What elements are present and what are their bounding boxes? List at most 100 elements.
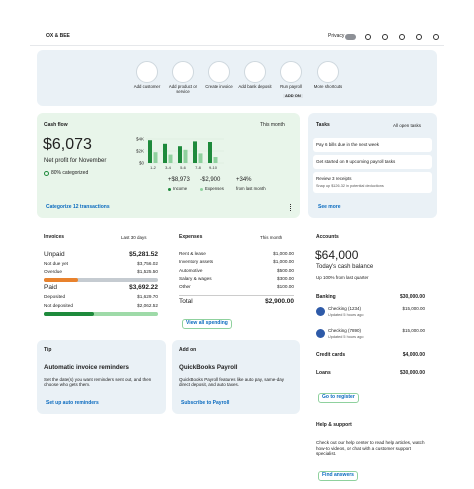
row-label: Deposited bbox=[44, 294, 66, 300]
badge: ADD ON bbox=[283, 92, 303, 99]
link[interactable]: View all spending bbox=[182, 319, 232, 329]
task-row[interactable] bbox=[313, 172, 432, 193]
header-icon[interactable] bbox=[365, 34, 371, 40]
link[interactable]: Find answers bbox=[318, 471, 358, 481]
text: Net profit for November bbox=[44, 158, 107, 165]
row-amount: $1,629.70 bbox=[137, 294, 158, 300]
text: Review 3 receipts bbox=[316, 176, 352, 182]
period-select[interactable]: This month bbox=[260, 122, 285, 128]
text: Banking bbox=[316, 294, 336, 300]
shortcut-label: Add customer bbox=[133, 84, 161, 90]
text: $2,900.00 bbox=[265, 298, 294, 306]
row-label: Other bbox=[179, 284, 191, 290]
top-bar bbox=[30, 28, 444, 46]
row-amount: $3,692.22 bbox=[129, 284, 158, 292]
shortcut-label: More shortcuts bbox=[313, 84, 343, 90]
text: $30,000.00 bbox=[399, 294, 425, 300]
row-label: Overdue bbox=[44, 269, 62, 275]
text: Accounts bbox=[316, 234, 339, 240]
link[interactable]: Go to register bbox=[318, 393, 359, 403]
addon-card bbox=[172, 340, 300, 414]
shortcut-icon[interactable] bbox=[208, 61, 230, 83]
link[interactable]: Set up auto reminders bbox=[46, 400, 99, 406]
tip-card bbox=[37, 340, 166, 414]
link[interactable]: Subscribe to Payroll bbox=[181, 400, 230, 406]
cash-flow-card bbox=[37, 113, 300, 218]
row-amount: $1,000.00 bbox=[273, 251, 294, 257]
text: Tasks bbox=[316, 122, 330, 128]
row-amount: $5,281.52 bbox=[129, 251, 158, 259]
text: Snap up $126.32 in potential deductions bbox=[316, 183, 384, 188]
header-icon[interactable] bbox=[433, 34, 439, 40]
row-label: Unpaid bbox=[44, 251, 65, 259]
text: QuickBooks Payroll features like auto pa… bbox=[179, 377, 284, 388]
header-icon[interactable] bbox=[399, 34, 405, 40]
link[interactable]: Categorize 12 transactions bbox=[46, 204, 110, 210]
stat-value: -$2,900 bbox=[200, 177, 221, 184]
filter-select[interactable]: All open tasks bbox=[393, 123, 422, 129]
more-dots[interactable] bbox=[290, 204, 292, 211]
row-amount: $300.00 bbox=[277, 276, 294, 282]
privacy-toggle[interactable] bbox=[345, 34, 356, 40]
text: Today's cash balance bbox=[316, 264, 374, 271]
shortcut-label: Add product or service bbox=[168, 84, 198, 95]
check-icon bbox=[44, 171, 49, 176]
progress-bar bbox=[44, 278, 158, 282]
progress-bar bbox=[44, 312, 94, 316]
text: QuickBooks Payroll bbox=[179, 364, 238, 372]
text: Automatic invoice reminders bbox=[44, 364, 129, 372]
privacy-label: Privacy bbox=[328, 33, 345, 39]
legend-label: Income bbox=[173, 186, 188, 192]
text: from last month bbox=[236, 186, 266, 192]
shortcut-label: Create invoice bbox=[205, 84, 233, 90]
task-row[interactable] bbox=[313, 155, 432, 169]
text: Pay 6 bills due in the next week bbox=[316, 142, 380, 148]
row-label: Not due yet bbox=[44, 261, 68, 267]
row-label: Rent & lease bbox=[179, 251, 206, 257]
text: $4,000.00 bbox=[402, 352, 425, 358]
header-icon[interactable] bbox=[416, 34, 422, 40]
row-amount: $100.00 bbox=[277, 284, 294, 290]
period-select[interactable]: This month bbox=[260, 235, 283, 241]
row-label: Salary & wages bbox=[179, 276, 212, 282]
text: Expenses bbox=[179, 234, 203, 240]
task-row[interactable] bbox=[313, 138, 432, 152]
text: Check out our help center to read help a… bbox=[316, 440, 425, 456]
period-select[interactable]: Last 30 days bbox=[121, 235, 147, 241]
bank-logo bbox=[316, 307, 325, 316]
text: Tip bbox=[44, 347, 52, 353]
stat-value: +$8,973 bbox=[168, 177, 190, 184]
shortcut-icon[interactable] bbox=[136, 61, 158, 83]
row-amount: $1,525.50 bbox=[137, 269, 158, 275]
text: Invoices bbox=[44, 234, 65, 240]
row-label: Paid bbox=[44, 284, 58, 292]
text: $30,000.00 bbox=[399, 370, 425, 376]
text: $15,000.00 bbox=[402, 328, 425, 334]
progress-bar bbox=[44, 312, 158, 316]
row-label: Automotive bbox=[179, 267, 203, 273]
stat-value: +34% bbox=[236, 177, 252, 184]
shortcut-icon[interactable] bbox=[244, 61, 266, 83]
legend-dot bbox=[168, 188, 171, 191]
link[interactable]: See more bbox=[318, 204, 341, 210]
shortcut-label: Run payroll bbox=[280, 84, 302, 90]
progress-bar bbox=[44, 278, 78, 282]
brand: OX & BEE bbox=[46, 33, 70, 39]
text: $64,000 bbox=[315, 247, 359, 262]
text: Updated 5 hours ago bbox=[328, 312, 364, 317]
shortcut-icon[interactable] bbox=[172, 61, 194, 83]
text: Help & support bbox=[316, 422, 352, 428]
row-label: Not deposited bbox=[44, 303, 73, 309]
text: Set the date(s) you want reminders sent … bbox=[44, 377, 152, 388]
bank-logo bbox=[316, 329, 325, 338]
text: Add on bbox=[179, 347, 197, 353]
shortcut-icon[interactable] bbox=[317, 61, 339, 83]
header-icon[interactable] bbox=[382, 34, 388, 40]
row-amount: $500.00 bbox=[277, 267, 294, 273]
text: Checking (7890) bbox=[328, 328, 362, 334]
row-amount: $3,756.02 bbox=[137, 261, 158, 267]
text: Total bbox=[179, 298, 193, 306]
shortcut-icon[interactable] bbox=[280, 61, 302, 83]
row-label: Inventory assets bbox=[179, 259, 214, 265]
